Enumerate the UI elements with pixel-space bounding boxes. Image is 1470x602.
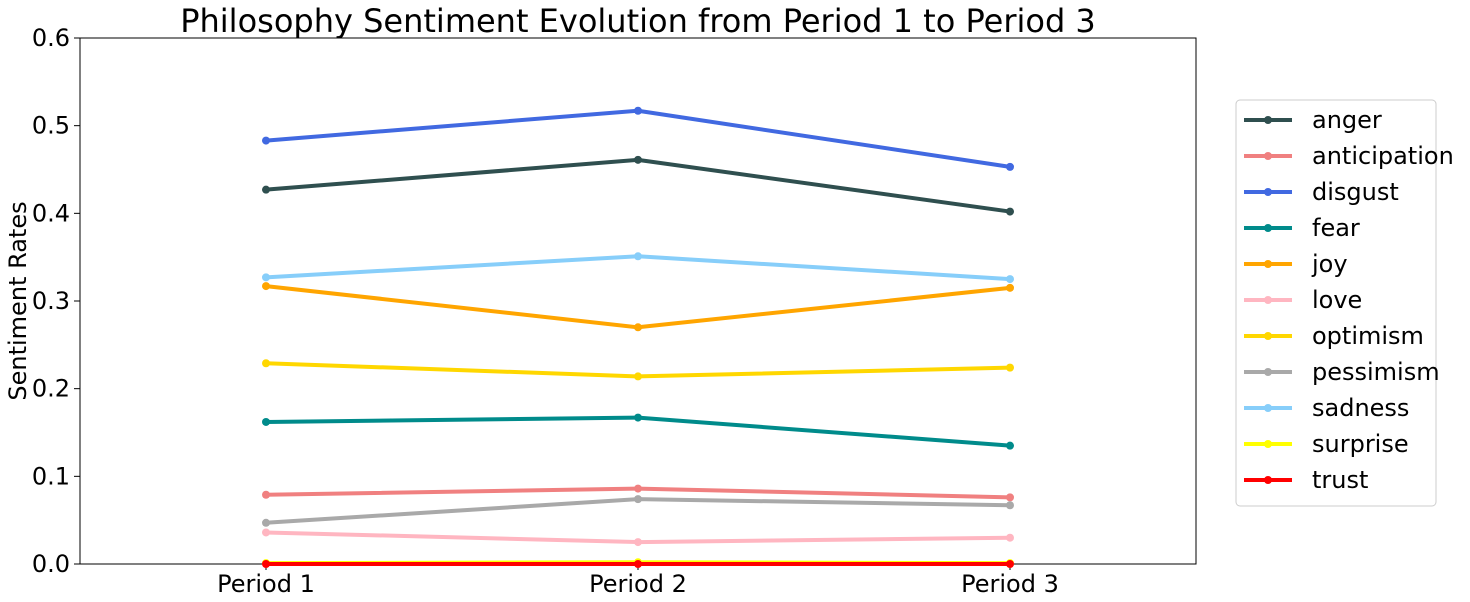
data-point-disgust: [262, 136, 270, 145]
y-tick-label: 0.4: [32, 199, 70, 227]
data-point-trust: [262, 560, 270, 568]
legend-label-fear: fear: [1312, 214, 1360, 242]
data-point-anticipation: [262, 490, 270, 499]
data-point-pessimism: [1006, 501, 1014, 510]
data-point-sadness: [1006, 275, 1014, 284]
series-line-joy: [265, 284, 1011, 330]
data-point-fear: [262, 417, 270, 426]
y-tick-label: 0.1: [32, 462, 70, 490]
data-point-optimism: [634, 372, 642, 381]
legend-marker-fear: [1264, 224, 1272, 232]
legend-marker-optimism: [1264, 332, 1272, 340]
data-point-joy: [262, 282, 270, 291]
legend-label-anger: anger: [1312, 106, 1382, 134]
x-tick-label: Period 1: [217, 570, 315, 598]
data-point-optimism: [1006, 363, 1014, 372]
series-joy: [262, 282, 1014, 332]
legend-marker-anticipation: [1264, 152, 1272, 160]
legend-label-joy: joy: [1311, 250, 1348, 278]
data-point-anger: [262, 185, 270, 194]
data-point-love: [1006, 533, 1014, 542]
y-tick-label: 0.5: [32, 112, 70, 140]
series-optimism: [262, 359, 1014, 381]
y-tick-label: 0.2: [32, 375, 70, 403]
legend-marker-sadness: [1264, 404, 1272, 412]
plot-area: 0.0 0.1 0.2 0.3 0.4 0.5 0.6 Period 1 Period 2 Per…: [32, 24, 1197, 598]
data-point-anticipation: [1006, 493, 1014, 502]
series-line-anger: [265, 157, 1011, 214]
data-point-trust: [634, 560, 642, 568]
data-point-joy: [1006, 283, 1014, 292]
legend-marker-trust: [1264, 476, 1272, 484]
legend-marker-love: [1264, 296, 1272, 304]
data-point-anger: [634, 155, 642, 164]
data-point-fear: [634, 413, 642, 422]
legend-marker-joy: [1264, 260, 1272, 268]
data-point-disgust: [634, 106, 642, 115]
legend-label-surprise: surprise: [1312, 430, 1409, 458]
series-disgust: [262, 106, 1014, 171]
legend-label-disgust: disgust: [1312, 178, 1399, 206]
y-tick-label: 0.3: [32, 287, 70, 315]
legend-label-pessimism: pessimism: [1312, 358, 1440, 386]
series-sadness: [262, 252, 1014, 284]
legend-marker-anger: [1264, 116, 1272, 124]
series-fear: [262, 413, 1014, 450]
data-point-anticipation: [634, 484, 642, 493]
series-line-fear: [265, 415, 1011, 448]
legend-marker-disgust: [1264, 188, 1272, 196]
legend-label-anticipation: anticipation: [1312, 142, 1454, 170]
series-trust: [262, 560, 1014, 568]
data-point-sadness: [262, 273, 270, 282]
y-axis-label: Sentiment Rates: [4, 201, 32, 400]
series-love: [262, 528, 1014, 547]
y-tick-label: 0.6: [32, 24, 70, 52]
series-anticipation: [262, 484, 1014, 502]
legend-label-love: love: [1312, 286, 1362, 314]
legend-box: [1235, 99, 1437, 507]
legend-marker-surprise: [1264, 440, 1272, 448]
data-point-anger: [1006, 207, 1014, 216]
x-tick-label: Period 2: [589, 570, 687, 598]
data-point-trust: [1006, 560, 1014, 568]
x-tick-label: Period 3: [961, 570, 1059, 598]
data-point-fear: [1006, 441, 1014, 450]
legend-label-sadness: sadness: [1312, 394, 1409, 422]
data-point-joy: [634, 323, 642, 332]
legend-label-trust: trust: [1312, 466, 1368, 494]
series-anger: [262, 155, 1014, 216]
data-point-disgust: [1006, 162, 1014, 171]
data-point-optimism: [262, 359, 270, 368]
data-point-love: [262, 528, 270, 537]
y-tick-label: 0.0: [32, 550, 70, 578]
data-point-pessimism: [262, 518, 270, 527]
data-point-love: [634, 538, 642, 547]
data-point-pessimism: [634, 495, 642, 504]
chart-title: Philosophy Sentiment Evolution from Peri…: [180, 2, 1096, 40]
data-point-sadness: [634, 252, 642, 261]
series-pessimism: [262, 495, 1014, 527]
legend-marker-pessimism: [1264, 368, 1272, 376]
legend-label-optimism: optimism: [1312, 322, 1424, 350]
legend: anger anticipation disgust fear joy love optim…: [1235, 99, 1454, 507]
